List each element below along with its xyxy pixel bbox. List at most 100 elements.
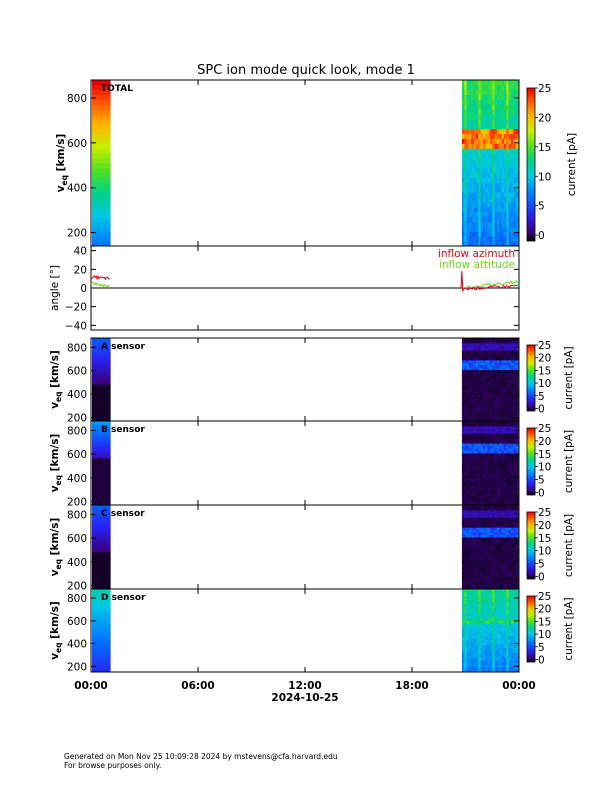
- heatmap-cell: [513, 202, 517, 208]
- heatmap-cell: [492, 202, 496, 208]
- heatmap-cell: [499, 601, 503, 605]
- heatmap-cell: [482, 628, 486, 631]
- heatmap-cell: [501, 221, 505, 227]
- heatmap-cell: [508, 606, 512, 609]
- heatmap-cell: [510, 507, 514, 511]
- heatmap-cell: [464, 425, 468, 429]
- heatmap-cell: [510, 104, 514, 110]
- heatmap-cell: [485, 618, 489, 622]
- heatmap-cell: [499, 593, 503, 597]
- heatmap-cell: [471, 596, 475, 600]
- heatmap-cell: [496, 589, 500, 592]
- heatmap-cell: [489, 403, 493, 407]
- heatmap-cell: [499, 539, 503, 543]
- heatmap-cell: [487, 167, 491, 174]
- heatmap-cell: [466, 549, 470, 553]
- heatmap-cell: [468, 534, 472, 538]
- heatmap-cell: [485, 480, 489, 484]
- heatmap-cell: [92, 640, 111, 644]
- heatmap-cell: [482, 350, 486, 354]
- heatmap-cell: [487, 399, 491, 402]
- heatmap-cell: [499, 465, 503, 469]
- heatmap-cell: [466, 408, 470, 412]
- heatmap-cell: [510, 231, 514, 237]
- heatmap-cell: [496, 620, 500, 624]
- heatmap-cell: [492, 416, 496, 419]
- heatmap-cell: [485, 440, 489, 444]
- heatmap-cell: [503, 114, 507, 120]
- heatmap-cell: [485, 613, 489, 617]
- heatmap-cell: [499, 495, 503, 498]
- heatmap-cell: [464, 662, 468, 666]
- heatmap-cell: [515, 128, 519, 135]
- heatmap-cell: [468, 620, 472, 624]
- heatmap-cell: [489, 640, 493, 644]
- heatmap-cell: [92, 411, 111, 415]
- heatmap-cell: [461, 221, 465, 227]
- heatmap-cell: [461, 430, 465, 434]
- heatmap-cell: [513, 470, 517, 474]
- heatmap-cell: [478, 94, 482, 100]
- heatmap-cell: [494, 534, 498, 538]
- heatmap-cell: [489, 226, 493, 232]
- heatmap-cell: [503, 99, 507, 105]
- heatmap-cell: [496, 652, 500, 656]
- heatmap-cell: [492, 509, 496, 513]
- heatmap-cell: [499, 347, 503, 351]
- heatmap-cell: [515, 177, 519, 183]
- heatmap-cell: [478, 435, 482, 439]
- heatmap-cell: [489, 470, 493, 474]
- y-tick-label: 200: [67, 580, 87, 592]
- heatmap-cell: [508, 635, 512, 639]
- heatmap-cell: [475, 482, 479, 486]
- heatmap-cell: [510, 114, 514, 120]
- heatmap-cell: [471, 241, 475, 247]
- heatmap-cell: [461, 482, 465, 486]
- heatmap-cell: [466, 403, 470, 407]
- heatmap-cell: [513, 338, 517, 341]
- heatmap-cell: [464, 197, 468, 203]
- heatmap-cell: [501, 367, 505, 371]
- heatmap-cell: [482, 463, 486, 466]
- heatmap-cell: [487, 362, 491, 366]
- heatmap-cell: [513, 347, 517, 351]
- heatmap-cell: [482, 472, 486, 476]
- heatmap-cell: [506, 359, 510, 363]
- heatmap-cell: [482, 418, 486, 422]
- heatmap-cell: [515, 448, 519, 452]
- heatmap-cell: [473, 123, 477, 130]
- heatmap-cell: [492, 391, 496, 395]
- heatmap-cell: [494, 455, 498, 459]
- heatmap-cell: [489, 630, 493, 634]
- heatmap-cell: [464, 514, 468, 518]
- heatmap-cell: [506, 408, 510, 412]
- heatmap-cell: [508, 472, 512, 476]
- heatmap-cell: [473, 401, 477, 405]
- heatmap-cell: [506, 591, 510, 595]
- heatmap-cell: [501, 657, 505, 661]
- heatmap-cell: [501, 603, 505, 607]
- heatmap-cell: [473, 389, 477, 393]
- heatmap-cell: [468, 497, 472, 501]
- heatmap-cell: [475, 411, 479, 415]
- heatmap-cell: [487, 628, 491, 631]
- heatmap-cell: [489, 467, 493, 471]
- heatmap-cell: [485, 345, 489, 349]
- heatmap-cell: [468, 549, 472, 553]
- heatmap-cell: [461, 502, 465, 506]
- heatmap-cell: [468, 89, 472, 96]
- heatmap-cell: [501, 544, 505, 548]
- heatmap-cell: [480, 177, 484, 183]
- heatmap-cell: [492, 440, 496, 444]
- heatmap-cell: [508, 534, 512, 538]
- heatmap-cell: [496, 364, 500, 368]
- heatmap-cell: [461, 367, 465, 371]
- heatmap-cell: [494, 430, 498, 434]
- heatmap-cell: [482, 342, 486, 346]
- heatmap-cell: [489, 480, 493, 484]
- heatmap-cell: [471, 598, 475, 602]
- heatmap-cell: [468, 197, 472, 203]
- heatmap-cell: [492, 192, 496, 198]
- heatmap-cell: [506, 524, 510, 528]
- heatmap-cell: [501, 659, 505, 663]
